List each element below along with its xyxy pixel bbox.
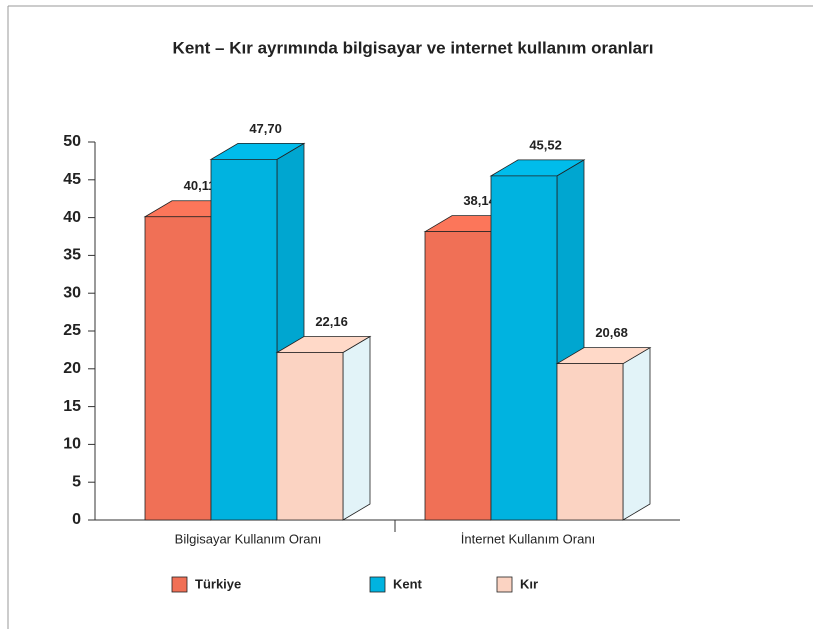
chart-title: Kent – Kır ayrımında bilgisayar ve inter… (173, 38, 654, 57)
legend-label: Türkiye (195, 576, 241, 591)
data-label: 22,16 (315, 314, 348, 329)
y-tick-label: 30 (63, 284, 81, 301)
x-tick-label: İnternet Kullanım Oranı (461, 531, 595, 546)
legend-swatch (369, 576, 386, 593)
y-tick-label: 0 (72, 511, 81, 528)
y-tick-label: 5 (72, 473, 81, 490)
bar-front (210, 158, 278, 521)
bar-front (490, 175, 558, 521)
bar-front (424, 231, 492, 521)
legend-swatch (496, 576, 513, 593)
data-label: 38,14 (463, 193, 496, 208)
bar-3d (275, 335, 372, 521)
bar-side (342, 335, 371, 521)
bar-front (276, 352, 344, 521)
y-tick-label: 20 (63, 360, 81, 377)
data-label: 40,11 (184, 178, 216, 193)
y-tick-label: 35 (63, 247, 81, 264)
y-tick-label: 10 (63, 436, 81, 453)
y-tick-label: 50 (63, 133, 81, 150)
data-label: 45,52 (529, 137, 562, 152)
bar-3d (555, 346, 652, 521)
y-tick-label: 40 (63, 209, 81, 226)
x-tick-label: Bilgisayar Kullanım Oranı (175, 531, 322, 546)
legend-label: Kır (520, 576, 538, 591)
legend-swatch (171, 576, 188, 593)
bar-front (144, 216, 212, 521)
legend-label: Kent (393, 576, 423, 591)
bar-side (622, 346, 651, 521)
data-label: 47,70 (249, 121, 282, 136)
y-tick-label: 15 (63, 398, 81, 415)
bar-front (556, 363, 624, 521)
y-tick-label: 45 (63, 171, 81, 188)
data-label: 20,68 (595, 325, 628, 340)
y-tick-label: 25 (63, 322, 81, 339)
